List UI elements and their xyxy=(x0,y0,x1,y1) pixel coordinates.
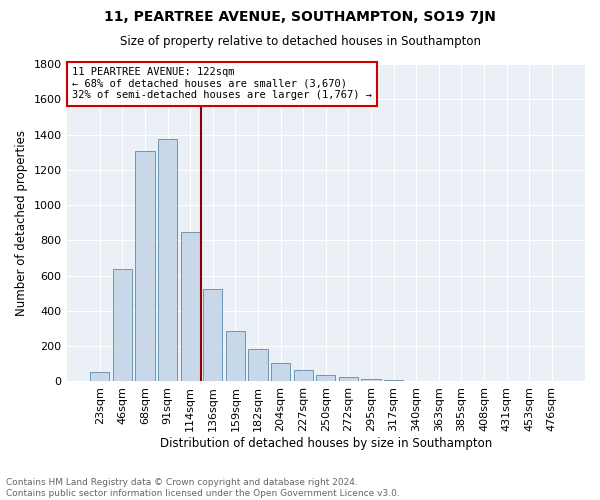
Text: 11 PEARTREE AVENUE: 122sqm
← 68% of detached houses are smaller (3,670)
32% of s: 11 PEARTREE AVENUE: 122sqm ← 68% of deta… xyxy=(72,67,372,100)
Bar xyxy=(136,152,155,382)
X-axis label: Distribution of detached houses by size in Southampton: Distribution of detached houses by size … xyxy=(160,437,492,450)
Bar xyxy=(226,331,245,382)
Bar xyxy=(90,372,109,382)
Bar xyxy=(203,289,223,382)
Text: Size of property relative to detached houses in Southampton: Size of property relative to detached ho… xyxy=(119,35,481,48)
Y-axis label: Number of detached properties: Number of detached properties xyxy=(15,130,28,316)
Bar xyxy=(271,363,290,382)
Bar xyxy=(316,376,335,382)
Bar xyxy=(384,380,403,382)
Bar xyxy=(407,380,426,382)
Bar xyxy=(248,349,268,382)
Bar xyxy=(113,270,132,382)
Text: 11, PEARTREE AVENUE, SOUTHAMPTON, SO19 7JN: 11, PEARTREE AVENUE, SOUTHAMPTON, SO19 7… xyxy=(104,10,496,24)
Bar xyxy=(429,381,448,382)
Bar xyxy=(158,139,177,382)
Bar xyxy=(181,232,200,382)
Bar xyxy=(339,377,358,382)
Bar xyxy=(361,379,380,382)
Bar xyxy=(293,370,313,382)
Text: Contains HM Land Registry data © Crown copyright and database right 2024.
Contai: Contains HM Land Registry data © Crown c… xyxy=(6,478,400,498)
